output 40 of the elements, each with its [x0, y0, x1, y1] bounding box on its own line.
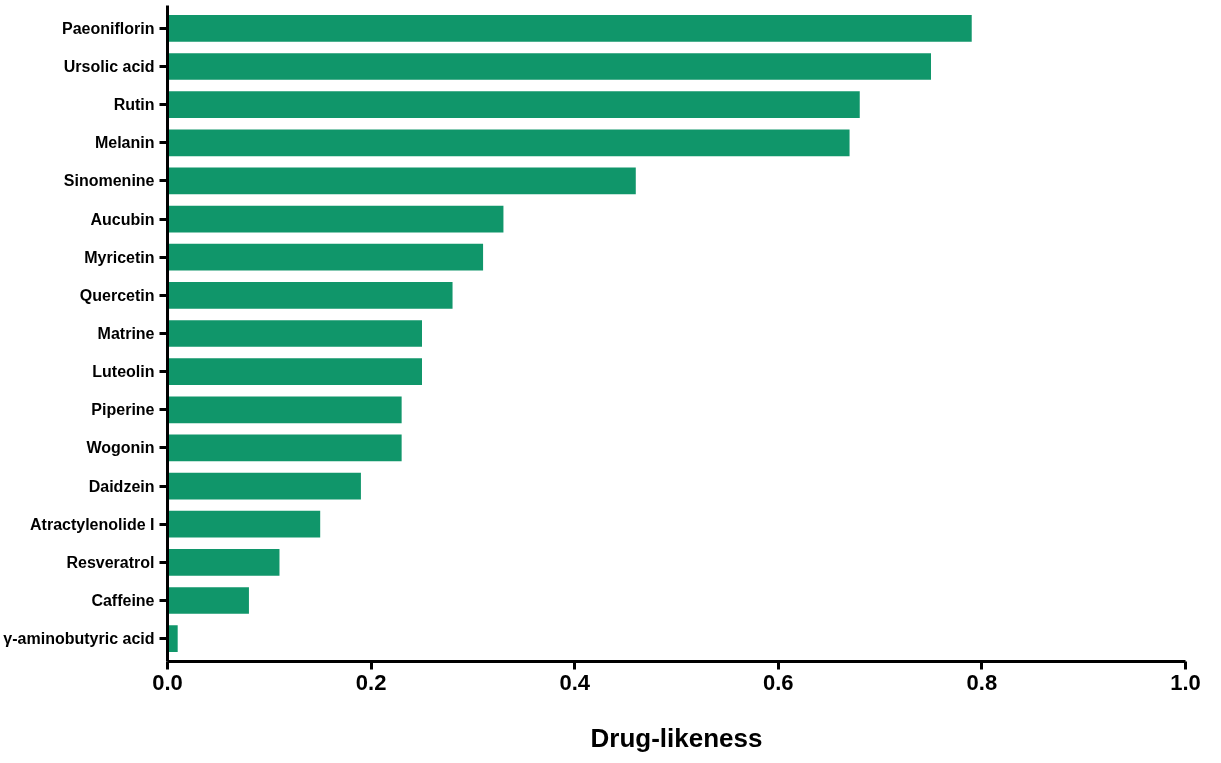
bar: [167, 434, 402, 462]
y-tick-label: Luteolin: [92, 363, 155, 381]
x-tick-label: 0.8: [966, 669, 998, 695]
y-tick-label: Rutin: [113, 96, 155, 114]
y-tick-label: Matrine: [97, 325, 155, 342]
bar: [167, 396, 402, 424]
bar: [167, 129, 850, 157]
x-tick-label: 0.4: [559, 669, 591, 695]
y-tick-label: γ-aminobutyric acid: [3, 630, 155, 648]
bar: [167, 205, 504, 233]
bar: [167, 320, 422, 347]
x-tick-label: 1.0: [1170, 669, 1201, 695]
bar: [167, 53, 931, 80]
x-tick-label: 0.2: [355, 669, 387, 695]
y-tick-label: Resveratrol: [66, 553, 155, 571]
y-tick-label: Melanin: [94, 134, 155, 152]
bar: [167, 587, 249, 614]
bar: [167, 282, 453, 309]
bar: [167, 510, 321, 538]
bar: [167, 243, 484, 271]
y-tick-label: Paeoniflorin: [62, 19, 155, 37]
bar: [167, 472, 361, 500]
x-tick-label: 0.6: [763, 669, 794, 695]
y-tick-label: Quercetin: [79, 286, 155, 304]
y-tick-label: Myricetin: [84, 248, 155, 266]
bar: [167, 167, 636, 195]
y-tick-label: Piperine: [91, 401, 155, 419]
y-tick-label: Wogonin: [86, 439, 155, 457]
y-tick-label: Atractylenolide I: [30, 515, 155, 533]
y-tick-label: Ursolic acid: [63, 58, 155, 76]
bar: [167, 548, 280, 576]
y-tick-label: Caffeine: [91, 591, 155, 609]
y-tick-label: Sinomenine: [63, 172, 155, 190]
y-tick-label: Aucubin: [90, 210, 155, 228]
bar: [167, 15, 972, 42]
bar: [167, 91, 860, 119]
y-tick-label: Daidzein: [88, 477, 155, 495]
bar: [167, 358, 422, 385]
x-axis-title: Drug-likeness: [590, 722, 763, 753]
x-tick-label: 0.0: [152, 669, 183, 695]
